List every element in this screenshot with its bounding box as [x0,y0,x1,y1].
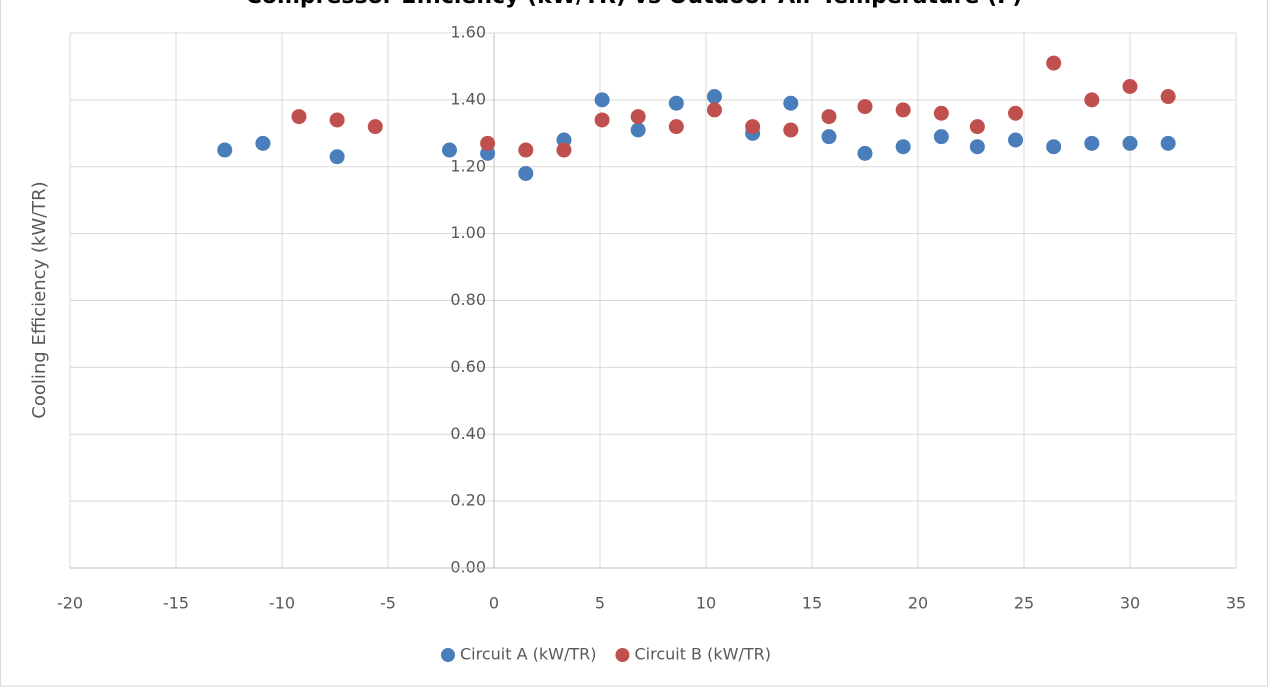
point [594,112,610,128]
y-tick-label: 0.60 [450,357,486,376]
point [745,119,761,135]
y-tick-label: 0.40 [450,424,486,443]
point [630,122,646,138]
x-tick-label: -20 [57,594,83,613]
x-tick-label: 30 [1120,594,1140,613]
point [1084,92,1100,108]
point [480,135,496,151]
legend-marker [615,648,630,662]
point [969,139,985,155]
point [1046,55,1062,71]
y-tick-label: 1.00 [450,223,486,242]
point [1046,139,1062,155]
x-tick-label: -15 [163,594,189,613]
point [1122,135,1138,151]
point [594,92,610,108]
point [821,129,837,145]
point [857,99,873,115]
point [1084,135,1100,151]
x-tick-label: 15 [802,594,822,613]
point [1160,89,1176,105]
point [706,102,722,118]
point [668,95,684,111]
point [329,149,345,165]
point [933,105,949,121]
x-tick-label: 10 [696,594,716,613]
point [518,165,534,181]
legend-marker [441,648,455,662]
point [1122,79,1138,94]
point [706,89,722,105]
x-tick-label: -5 [380,594,396,613]
point [441,142,457,158]
point [821,109,837,125]
point [895,102,911,118]
point [329,112,345,128]
point [783,95,799,111]
x-tick-label: -10 [269,594,295,613]
point [668,119,684,135]
chart-title: Compressor Efficiency (kW/TR) vs Outdoor… [246,0,1023,9]
x-tick-label: 5 [595,594,605,613]
point [933,129,949,145]
point [630,109,646,125]
y-tick-label: 0.00 [450,558,486,577]
point [217,142,233,158]
point [969,119,985,135]
point [255,135,271,151]
x-tick-label: 35 [1226,594,1246,613]
y-tick-label: 0.80 [450,290,486,309]
point [518,142,534,158]
point [291,109,307,125]
point [1008,132,1024,148]
legend-label: Circuit A (kW/TR) [460,645,596,664]
point [783,122,799,138]
point [1160,135,1176,151]
y-tick-label: 1.40 [450,89,486,108]
point [367,119,383,135]
y-tick-label: 0.20 [450,491,486,510]
point [556,142,572,158]
y-tick-label: 1.60 [450,23,486,42]
legend-label: Circuit B (kW/TR) [634,645,771,664]
x-tick-label: 20 [908,594,928,613]
point [895,139,911,155]
y-axis-label: Cooling Efficiency (kW/TR) [29,181,50,418]
y-tick-label: 1.20 [450,156,486,175]
point [1008,105,1024,121]
x-tick-label: 0 [489,594,499,613]
point [857,145,873,161]
x-tick-label: 25 [1014,594,1034,613]
